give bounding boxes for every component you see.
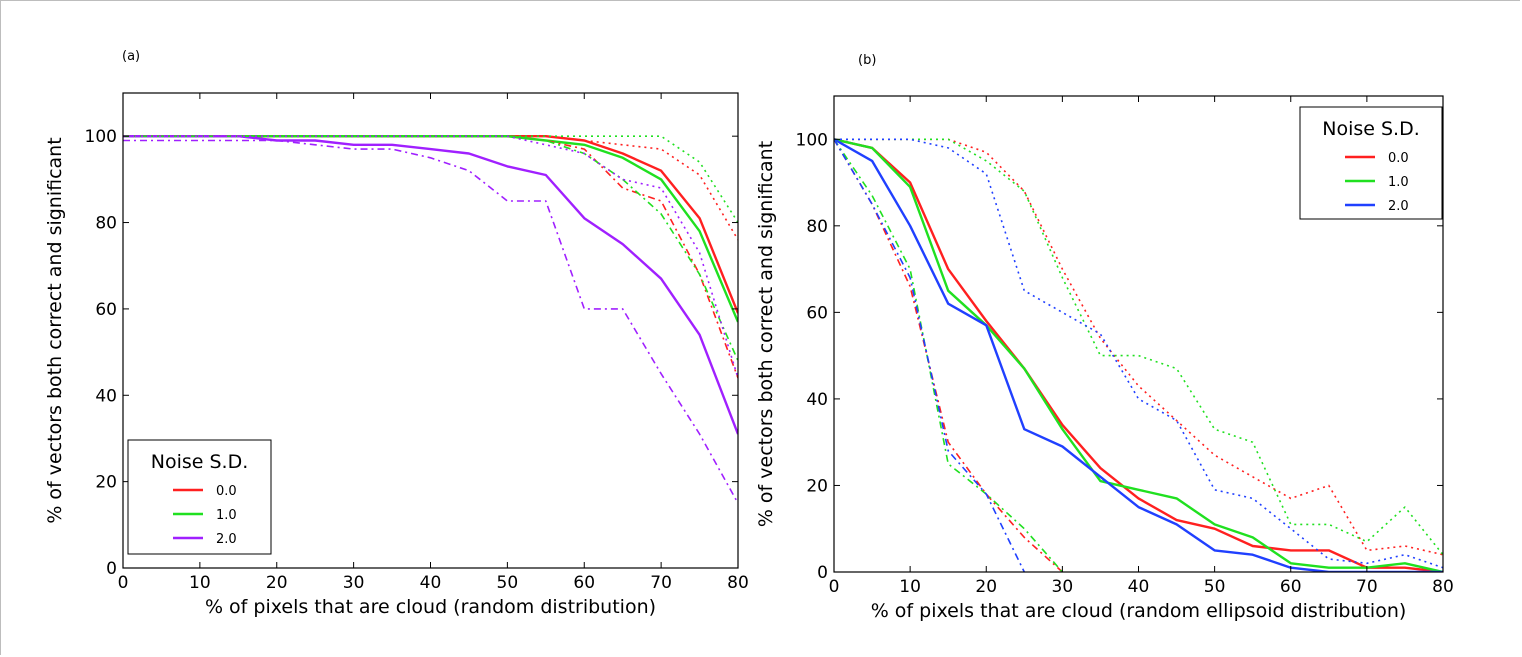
legend-entry-label: 1.0 [1388,175,1409,190]
x-tick-label: 20 [975,577,997,597]
legend-entry-label: 2.0 [216,532,237,547]
x-tick-label: 30 [343,573,365,593]
chart-panel-2: (b) 0 10 20 30 40 50 60 70 80 0 20 40 60 80 100 % of pix… [755,53,1454,622]
y-tick-label: 0 [106,559,117,579]
legend-title: Noise S.D. [151,451,249,473]
series-line-dashdot-6 [123,135,738,362]
legend-entry-label: 2.0 [1388,199,1409,214]
x-tick-label: 0 [829,577,840,597]
x-tick-label: 30 [1052,577,1074,597]
legend-entry-label: 0.0 [1388,151,1409,166]
x-tick-label: 10 [899,577,921,597]
series-line-0.0 [123,134,738,314]
y-tick-label: 100 [796,130,828,150]
legend-entry-label: 1.0 [216,508,237,523]
y-tick-label: 80 [806,217,828,237]
series-line-dotted-3 [834,138,1443,556]
x-tick-label: 80 [1432,577,1454,597]
y-tick-label: 60 [95,300,117,320]
y-tick-label: 80 [95,214,117,234]
series-line-dashdot-6 [834,138,1064,572]
series-line-dashdot-8 [834,138,1026,572]
series-line-dashdot-8 [123,139,738,504]
legend: Noise S.D. 0.0 1.0 2.0 [127,439,272,555]
series-line-dotted-7 [834,138,1443,569]
legend-title: Noise S.D. [1322,118,1420,140]
x-tick-label: 50 [1204,577,1226,597]
y-tick-label: 20 [95,473,117,493]
series-line-1.0 [834,138,1443,572]
y-tick-label: 20 [806,476,828,496]
series-line-dotted-5 [123,135,738,223]
x-axis-label: % of pixels that are cloud (random distr… [205,596,656,618]
x-axis-label: % of pixels that are cloud (random ellip… [871,600,1407,622]
chart-panel-1: (a) 0 10 20 30 40 50 60 70 80 0 20 40 60 80 100 % of pix… [44,49,749,618]
x-tick-label: 60 [573,573,595,593]
x-tick-label: 60 [1280,577,1302,597]
y-tick-label: 100 [85,127,117,147]
x-tick-label: 80 [727,573,749,593]
series-line-dashdot-4 [834,138,1063,572]
legend: Noise S.D. 0.0 1.0 2.0 [1299,106,1443,220]
y-tick-label: 0 [817,563,828,583]
x-tick-label: 70 [650,573,672,593]
y-tick-label: 40 [806,390,828,410]
x-tick-label: 40 [1128,577,1150,597]
series-line-dotted-3 [123,135,738,241]
x-tick-label: 20 [266,573,288,593]
y-tick-label: 60 [806,303,828,323]
x-tick-label: 40 [420,573,442,593]
series-line-2.0 [834,138,1443,572]
series-line-dashdot-4 [123,135,738,379]
legend-entry-label: 0.0 [216,484,237,499]
panel-label: (a) [122,49,140,64]
series-line-0.0 [834,138,1443,572]
x-tick-label: 10 [189,573,211,593]
y-tick-label: 40 [95,386,117,406]
series-line-dotted-7 [123,135,738,379]
series-line-dotted-5 [834,138,1443,556]
x-tick-label: 0 [118,573,129,593]
panel-label: (b) [858,53,876,68]
y-axis-label: % of vectors both correct and significan… [755,141,777,527]
x-tick-label: 70 [1356,577,1378,597]
y-axis-label: % of vectors both correct and significan… [44,137,66,523]
x-tick-label: 50 [497,573,519,593]
series-line-2.0 [123,134,738,435]
